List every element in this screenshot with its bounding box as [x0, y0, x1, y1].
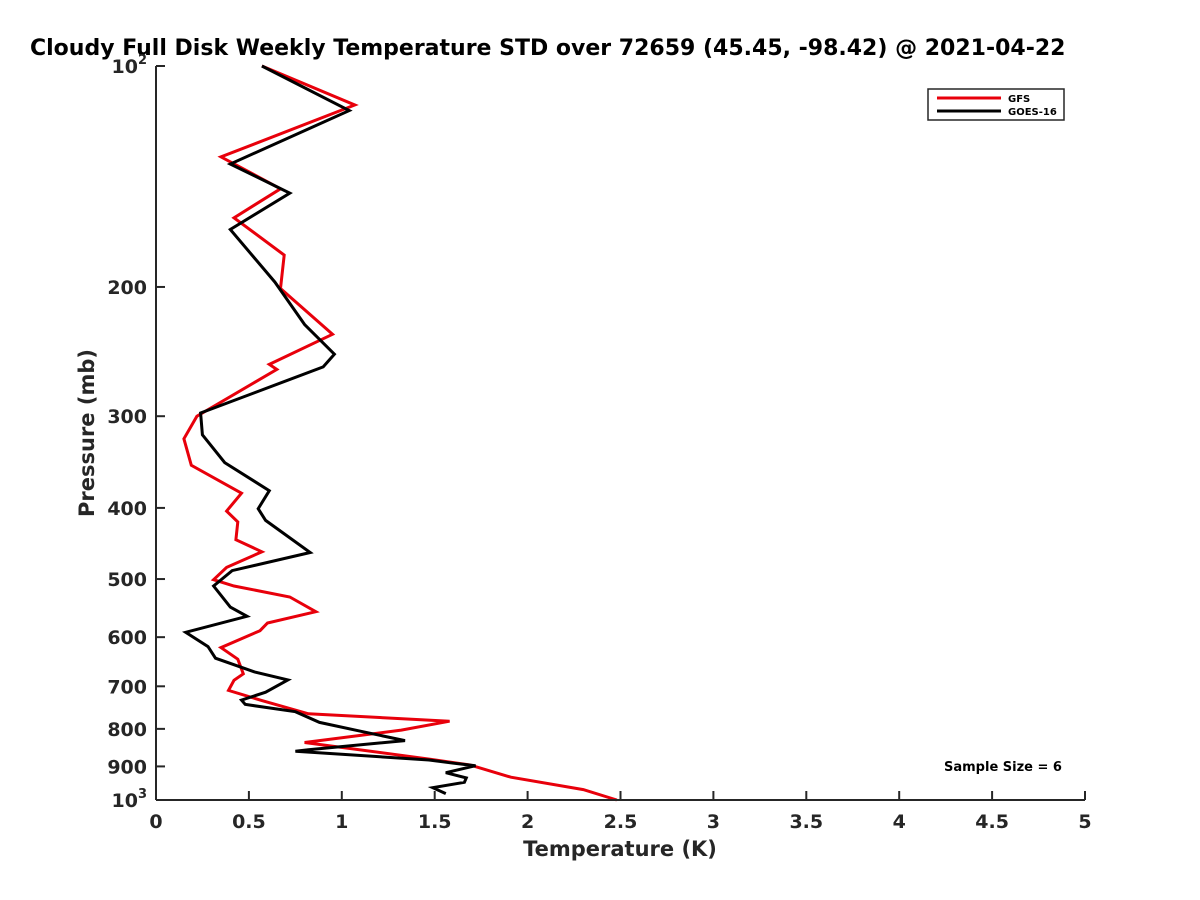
x-tick-label: 4.5	[975, 811, 1009, 833]
legend: GFS GOES-16	[927, 88, 1065, 121]
y-tick-label: 102	[112, 53, 148, 78]
x-tick-label: 3.5	[789, 811, 823, 833]
y-tick-label: 700	[107, 676, 147, 698]
y-tick-base: 10	[112, 790, 138, 812]
y-tick-exponent: 3	[138, 787, 147, 802]
legend-label: GFS	[1008, 94, 1030, 105]
x-tick-label: 5	[1078, 811, 1091, 833]
y-tick-base: 10	[112, 56, 138, 78]
y-tick-label: 200	[107, 277, 147, 299]
x-tick-label: 3	[707, 811, 720, 833]
y-tick-label: 600	[107, 627, 147, 649]
y-tick-label: 800	[107, 719, 147, 741]
x-tick-label: 2.5	[604, 811, 638, 833]
legend-entries: GFS GOES-16	[937, 94, 1057, 118]
legend-box	[927, 88, 1065, 121]
x-tick-label: 0	[149, 811, 162, 833]
y-tick-label: 400	[107, 498, 147, 520]
y-tick-label: 900	[107, 756, 147, 778]
x-tick-label: 1.5	[418, 811, 452, 833]
x-tick-label: 0.5	[232, 811, 266, 833]
y-axis-label: Pressure (mb)	[75, 349, 99, 517]
y-tick-label: 300	[107, 406, 147, 428]
x-tick-label: 2	[521, 811, 534, 833]
y-tick-label: 500	[107, 569, 147, 591]
x-tick-label: 4	[893, 811, 906, 833]
x-tick-label: 1	[335, 811, 348, 833]
y-tick-label: 103	[112, 787, 148, 812]
y-tick-exponent: 2	[138, 53, 147, 68]
series-line-goes-16	[182, 64, 476, 795]
series-layer	[182, 64, 618, 802]
x-axis-label: Temperature (K)	[523, 837, 717, 861]
sample-size-annotation: Sample Size = 6	[944, 760, 1062, 775]
plot-area: 0 0.5 1 1.5 2 2.5 3 3.5 4 4.5 5 102200300400500600…	[107, 53, 1091, 833]
x-ticks: 0 0.5 1 1.5 2 2.5 3 3.5 4 4.5 5	[149, 791, 1092, 833]
legend-label: GOES-16	[1008, 107, 1057, 118]
series-line-gfs	[182, 64, 618, 802]
chart-title: Cloudy Full Disk Weekly Temperature STD …	[30, 36, 1065, 61]
